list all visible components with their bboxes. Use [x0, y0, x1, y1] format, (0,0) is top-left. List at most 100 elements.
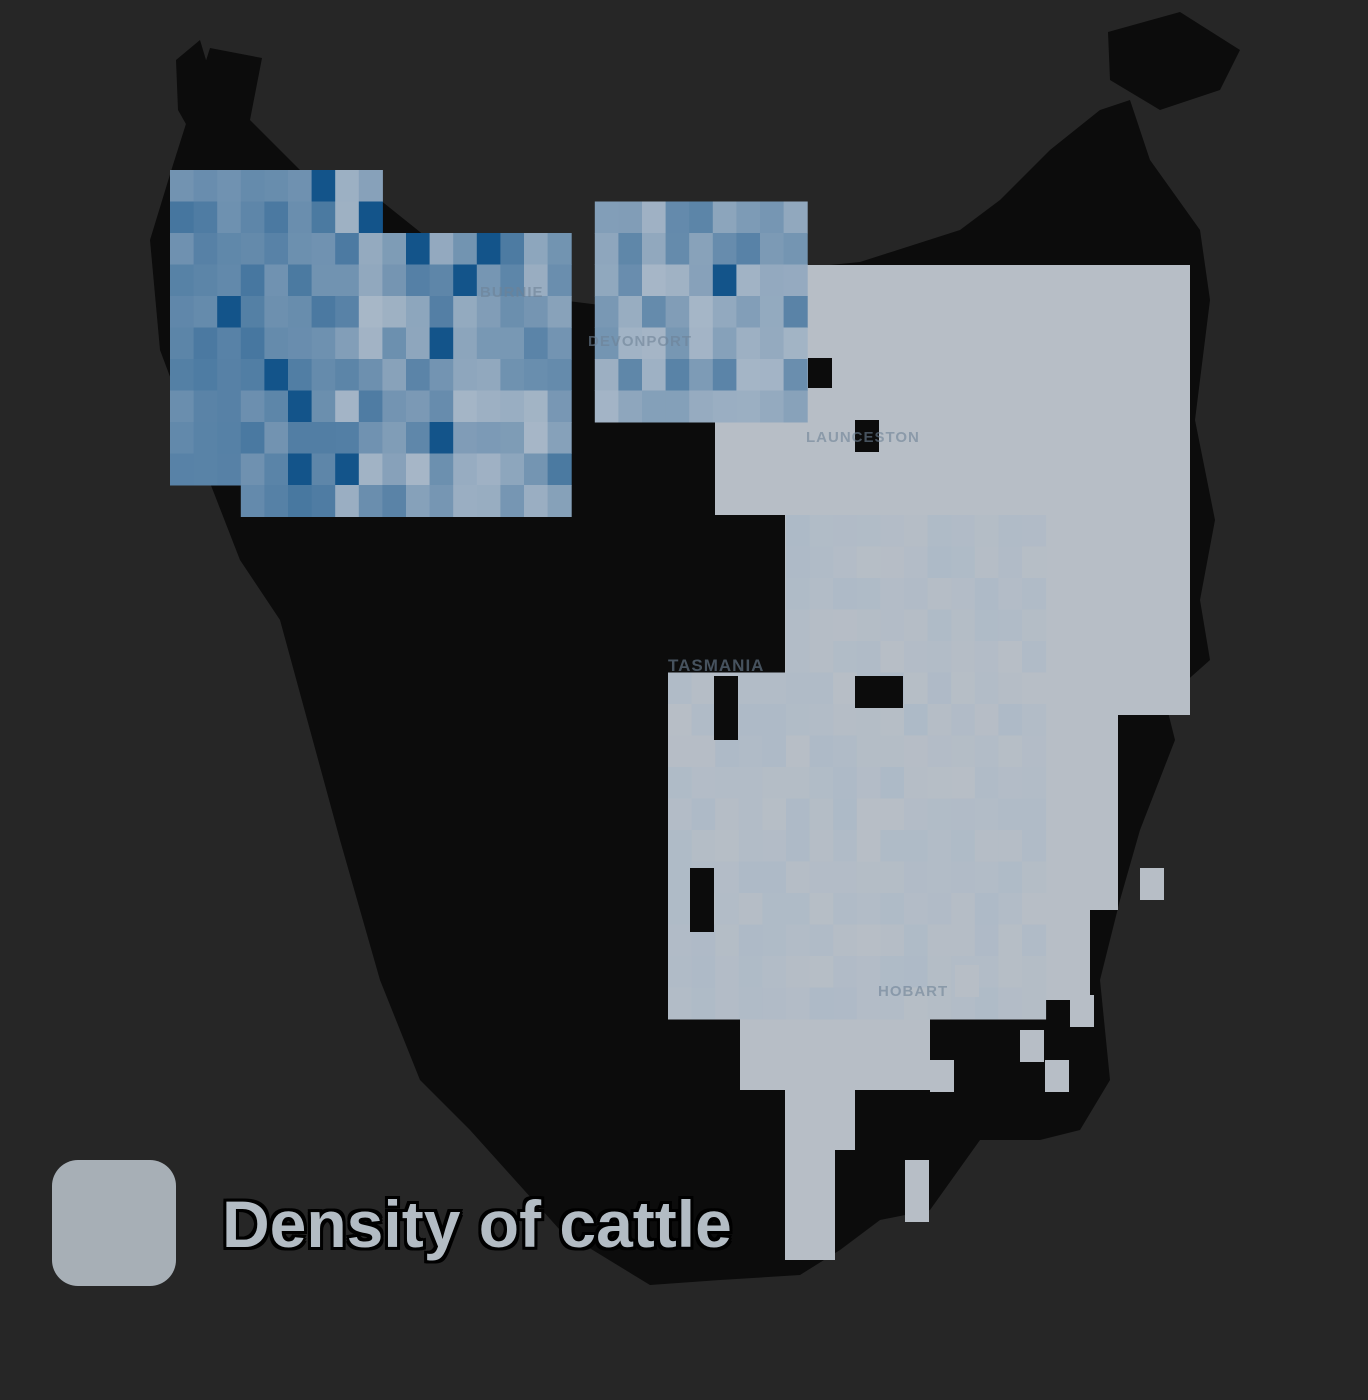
density-cell: [762, 767, 787, 799]
density-cell: [1022, 767, 1047, 799]
density-cell: [170, 201, 195, 234]
place-label-burnie: BURNIE: [480, 284, 544, 301]
density-cell: [691, 704, 716, 736]
density-cell: [880, 924, 905, 957]
density-cell: [691, 830, 716, 862]
density-cell: [382, 359, 407, 391]
density-cell: [689, 359, 714, 391]
density-gap: [808, 358, 832, 388]
density-cell: [783, 233, 808, 265]
density-cell: [880, 767, 905, 799]
density-cell: [833, 735, 858, 768]
density-cell: [738, 798, 763, 831]
density-cell: [738, 830, 763, 862]
density-cell: [382, 327, 407, 360]
density-cell: [594, 359, 619, 391]
density-cell: [429, 264, 454, 297]
place-label-hobart: HOBART: [878, 983, 948, 1000]
density-cell: [762, 924, 787, 957]
density-cell: [760, 296, 785, 328]
density-cell: [240, 327, 265, 360]
place-label-launceston: LAUNCESTON: [806, 429, 920, 446]
density-cell: [927, 987, 952, 1020]
density-cell: [665, 264, 690, 297]
density-cell: [311, 233, 336, 265]
density-cell: [760, 201, 785, 234]
density-cell: [880, 641, 905, 673]
density-cell: [1070, 995, 1094, 1027]
density-cell: [668, 704, 693, 736]
density-cell: [786, 924, 811, 957]
density-cell: [712, 201, 737, 234]
density-cell: [738, 893, 763, 925]
density-cell: [668, 767, 693, 799]
density-cell: [170, 296, 195, 328]
density-cell: [240, 201, 265, 234]
density-cell: [264, 485, 289, 517]
density-cell: [927, 798, 952, 831]
density-cell: [880, 735, 905, 768]
density-cell: [760, 327, 785, 360]
density-cell: [429, 453, 454, 486]
density-cell: [833, 609, 858, 642]
density-cell: [691, 987, 716, 1020]
density-cell: [833, 515, 858, 547]
density-cell: [809, 578, 834, 610]
density-cell: [618, 359, 643, 391]
density-cell: [904, 956, 929, 988]
density-cell: [358, 201, 383, 234]
density-cell: [453, 485, 478, 517]
density-cell: [217, 296, 242, 328]
density-cell: [951, 515, 976, 547]
density-cell: [833, 767, 858, 799]
density-cell: [904, 578, 929, 610]
density-cell: [288, 453, 313, 486]
density-cell: [311, 422, 336, 454]
density-cell: [217, 264, 242, 297]
density-cell: [311, 296, 336, 328]
density-cell: [786, 893, 811, 925]
density-cell: [786, 578, 811, 610]
density-cell: [311, 390, 336, 423]
density-cell: [264, 453, 289, 486]
density-cell: [998, 924, 1023, 957]
density-cell: [809, 924, 834, 957]
density-cell: [856, 861, 881, 894]
density-cell: [665, 296, 690, 328]
density-cell: [998, 546, 1023, 579]
density-cell: [358, 485, 383, 517]
density-cell: [668, 924, 693, 957]
density-cell: [668, 735, 693, 768]
density-cell: [358, 327, 383, 360]
density-cell: [547, 296, 572, 328]
density-cell: [738, 767, 763, 799]
density-cell: [594, 233, 619, 265]
density-cell: [880, 830, 905, 862]
density-cell: [382, 296, 407, 328]
density-cell: [429, 390, 454, 423]
density-cell: [311, 170, 336, 202]
density-cell: [453, 453, 478, 486]
density-cell: [406, 233, 431, 265]
density-gap: [855, 420, 879, 452]
density-cell: [406, 359, 431, 391]
density-cell: [547, 422, 572, 454]
density-cell: [547, 453, 572, 486]
density-cell: [335, 264, 360, 297]
density-cell: [618, 390, 643, 423]
density-cell: [715, 798, 740, 831]
density-cell: [974, 672, 999, 705]
density-cell: [998, 578, 1023, 610]
density-cell: [668, 987, 693, 1020]
density-cell: [856, 546, 881, 579]
density-cell: [974, 735, 999, 768]
density-cell: [783, 201, 808, 234]
density-cell: [880, 956, 905, 988]
density-cell: [738, 704, 763, 736]
density-cell: [856, 515, 881, 547]
density-cell: [240, 359, 265, 391]
density-cell: [193, 264, 218, 297]
density-cell: [264, 390, 289, 423]
density-cell: [880, 515, 905, 547]
